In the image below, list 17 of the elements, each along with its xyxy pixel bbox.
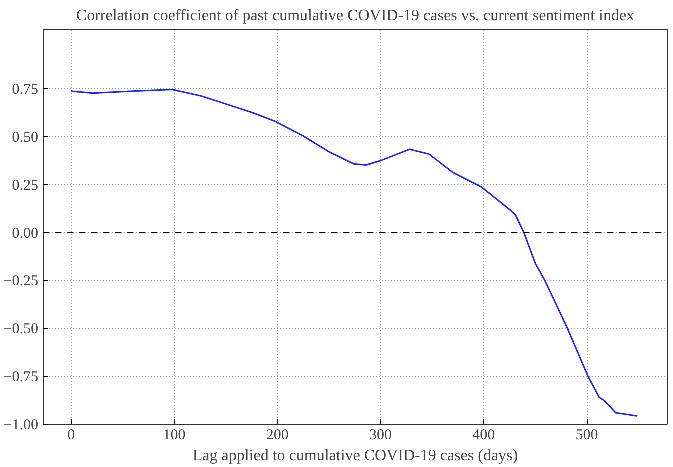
- x-tick-label: 500: [576, 428, 598, 444]
- y-tick-label: −0.75: [4, 370, 39, 386]
- x-tick-label: 200: [266, 428, 289, 444]
- x-tick-label: 0: [68, 428, 76, 444]
- y-tick-label: −1.00: [4, 418, 39, 434]
- y-tick-label: −0.25: [4, 274, 39, 290]
- x-tick-label: 300: [370, 428, 392, 444]
- x-axis-title: Lag applied to cumulative COVID-19 cases (days): [192, 448, 518, 464]
- y-tick-label: 0.50: [12, 130, 38, 146]
- line-series: [70, 88, 638, 418]
- x-tick-label: 100: [163, 428, 186, 444]
- y-tick-label: 0.75: [12, 82, 38, 98]
- y-tick-label: 0.00: [12, 226, 38, 242]
- y-tick-label: −0.50: [4, 322, 39, 338]
- chart-title: Correlation coefficient of past cumulative COVID-19 cases vs. current sentiment index: [76, 8, 635, 24]
- y-tick-label: 0.25: [12, 178, 38, 194]
- x-tick-label: 400: [472, 428, 496, 444]
